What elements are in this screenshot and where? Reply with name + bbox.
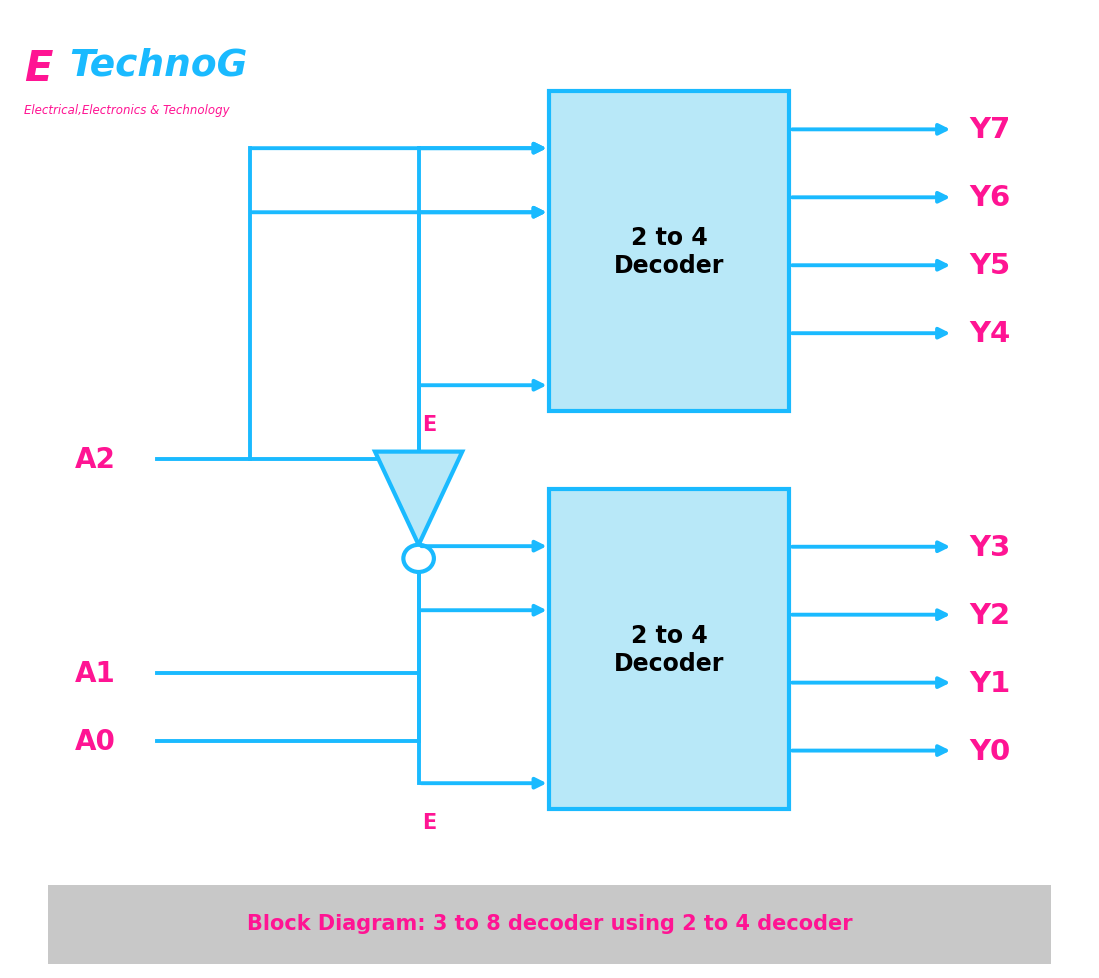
Text: Block Diagram: 3 to 8 decoder using 2 to 4 decoder: Block Diagram: 3 to 8 decoder using 2 to… [246, 913, 853, 933]
Bar [550, 489, 789, 809]
Text: E: E [422, 813, 436, 832]
Text: 2 to 4
Decoder: 2 to 4 Decoder [614, 226, 724, 278]
Text: E: E [422, 415, 436, 435]
Text: 2 to 4
Decoder: 2 to 4 Decoder [614, 623, 724, 675]
Circle shape [403, 546, 434, 572]
Text: Y3: Y3 [969, 533, 1011, 561]
Text: Y1: Y1 [969, 669, 1011, 697]
Text: Electrical,Electronics & Technology: Electrical,Electronics & Technology [24, 104, 230, 117]
Text: Y2: Y2 [969, 601, 1011, 629]
Polygon shape [375, 452, 463, 546]
Text: E: E [24, 48, 52, 90]
Text: TechnoG: TechnoG [69, 48, 248, 84]
Text: Y0: Y0 [969, 736, 1011, 765]
Text: A2: A2 [75, 446, 115, 474]
Text: Y6: Y6 [969, 184, 1011, 212]
Text: A1: A1 [75, 659, 115, 688]
Bar [47, 885, 1052, 964]
Bar [550, 91, 789, 412]
Text: Y4: Y4 [969, 320, 1011, 348]
Text: Y5: Y5 [969, 252, 1011, 280]
Text: A0: A0 [75, 727, 115, 755]
Text: Y7: Y7 [969, 116, 1011, 144]
